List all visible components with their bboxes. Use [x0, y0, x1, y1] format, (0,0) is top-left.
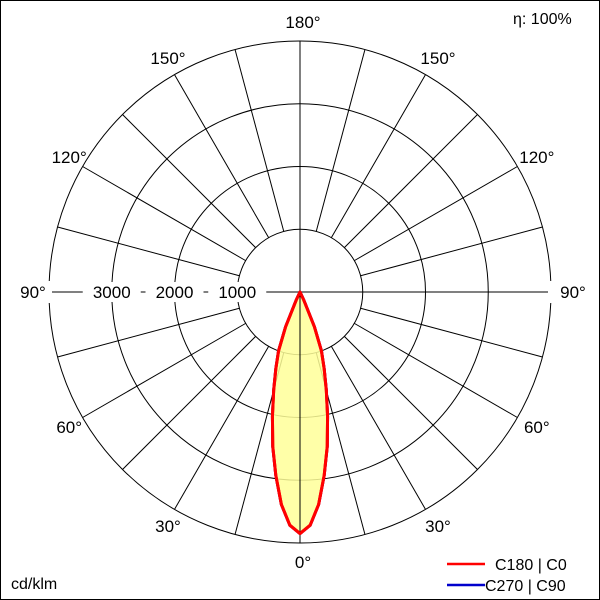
- angle-tick-label-60: 60°: [524, 418, 550, 437]
- grid-spoke-120: [82, 166, 246, 262]
- angle-tick-label-90: 90°: [20, 283, 46, 302]
- grid-spoke-135: [344, 114, 478, 248]
- tick-bg: [208, 282, 267, 302]
- angle-tick-label-90: 90°: [560, 283, 586, 302]
- grid-spoke-60: [354, 322, 518, 418]
- angle-tick-label-150: 150°: [420, 49, 455, 68]
- angle-tick-label-120: 120°: [519, 148, 554, 167]
- radial-tick-label-1000: 1000: [218, 283, 256, 302]
- efficiency-label: η: 100%: [513, 11, 572, 28]
- radial-tick-label-3000: 3000: [93, 283, 131, 302]
- grid-spoke-45: [344, 336, 478, 470]
- grid-spoke-150: [174, 74, 270, 238]
- grid-spoke-60: [82, 322, 246, 418]
- grid-spoke-105: [360, 226, 543, 277]
- legend: C180 | C0 C270 | C90: [447, 557, 567, 595]
- grid-spoke-75: [57, 307, 240, 358]
- grid-spoke-45: [122, 336, 256, 470]
- tick-bg: [548, 281, 592, 303]
- grid-spoke-105: [57, 226, 240, 277]
- angle-tick-label-30: 30°: [155, 517, 181, 536]
- legend-label-c270-c90: C270 | C90: [485, 578, 566, 595]
- grid-spoke-30: [174, 346, 270, 510]
- tick-bg: [8, 281, 52, 303]
- tick-bg: [145, 282, 204, 302]
- grid-spoke-135: [122, 114, 256, 248]
- angle-tick-label-60: 60°: [56, 418, 82, 437]
- grid-spoke-165: [234, 49, 285, 232]
- tick-bg: [82, 282, 141, 302]
- angle-tick-label-120: 120°: [52, 148, 87, 167]
- radial-tick-label-2000: 2000: [156, 283, 194, 302]
- angle-tick-label-150: 150°: [150, 49, 185, 68]
- grid-spoke-120: [354, 166, 518, 262]
- unit-label: cd/klm: [11, 576, 57, 593]
- grid-spoke-165: [315, 49, 366, 232]
- curve-outline-c180-c0: [270, 290, 330, 536]
- angle-tick-label-30: 30°: [425, 517, 451, 536]
- grid-spoke-75: [360, 307, 543, 358]
- angle-tick-label-180: 180°: [285, 13, 320, 32]
- angle-tick-label-0: 0°: [295, 553, 311, 572]
- legend-label-c180-c0: C180 | C0: [495, 557, 567, 574]
- grid-spoke-150: [330, 74, 426, 238]
- grid-spoke-30: [330, 346, 426, 510]
